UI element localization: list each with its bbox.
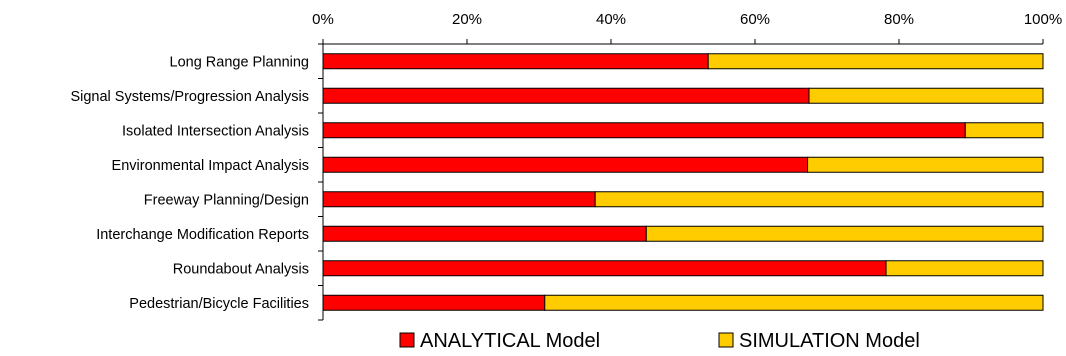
x-tick-label: 80% xyxy=(884,11,914,28)
legend: ANALYTICAL Model SIMULATION Model xyxy=(399,330,920,352)
category-label: Environmental Impact Analysis xyxy=(112,158,309,174)
category-label: Signal Systems/Progression Analysis xyxy=(70,89,309,105)
category-label: Isolated Intersection Analysis xyxy=(122,123,309,139)
category-label: Freeway Planning/Design xyxy=(144,192,309,208)
bar-simulation xyxy=(807,156,1044,173)
category-label: Roundabout Analysis xyxy=(173,261,309,277)
category-label: Interchange Modification Reports xyxy=(96,227,309,243)
legend-swatch xyxy=(399,332,415,348)
bar-simulation xyxy=(544,294,1044,311)
bar-simulation xyxy=(885,260,1044,277)
category-label: Long Range Planning xyxy=(170,54,309,70)
category-axis: Long Range Planning Signal Systems/Progre… xyxy=(70,43,324,321)
category-label: Pedestrian/Bicycle Facilities xyxy=(129,296,309,312)
x-axis: 0% 20% 40% 60% 80% 100% xyxy=(312,11,1062,45)
bar-simulation xyxy=(594,191,1044,208)
x-tick-label: 0% xyxy=(312,11,334,28)
bar-simulation xyxy=(808,87,1044,104)
bar-analytical xyxy=(322,225,647,242)
x-tick-label: 40% xyxy=(596,11,626,28)
bar-analytical xyxy=(322,87,810,104)
bar-analytical xyxy=(322,191,596,208)
bar-analytical xyxy=(322,260,887,277)
bar-analytical xyxy=(322,156,809,173)
x-tick-label: 60% xyxy=(740,11,770,28)
legend-label: ANALYTICAL Model xyxy=(420,330,600,352)
bar-analytical xyxy=(322,53,709,70)
legend-label: SIMULATION Model xyxy=(739,330,920,352)
bar-simulation xyxy=(645,225,1044,242)
x-tick-label: 20% xyxy=(452,11,482,28)
x-tick-label: 100% xyxy=(1024,11,1062,28)
bar-analytical xyxy=(322,294,546,311)
bar-simulation xyxy=(707,53,1044,70)
bar-analytical xyxy=(322,122,966,139)
bar-simulation xyxy=(964,122,1044,139)
legend-swatch xyxy=(718,332,734,348)
bars xyxy=(322,53,1044,311)
